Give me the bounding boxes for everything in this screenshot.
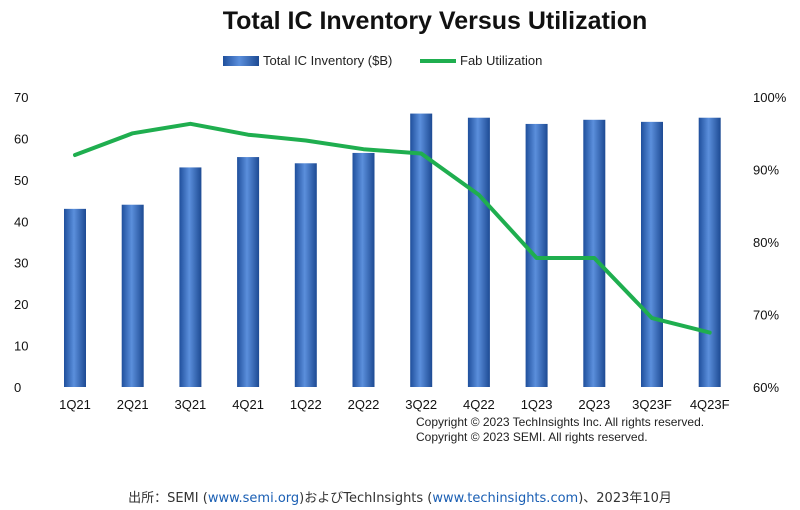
y-left-tick-label: 30 (14, 256, 28, 271)
legend: Total IC Inventory ($B) Fab Utilization (223, 53, 542, 68)
bar (352, 152, 375, 387)
x-tick-label: 2Q22 (348, 397, 380, 412)
x-tick-label: 2Q23 (578, 397, 610, 412)
bar (467, 117, 490, 387)
x-tick-label: 4Q23F (690, 397, 730, 412)
line-series (73, 121, 712, 335)
bar (583, 119, 606, 388)
y-left-tick-label: 60 (14, 131, 28, 146)
x-tick-label: 1Q23 (521, 397, 553, 412)
y-axis-right: 60% 70% 80% 90% 100% (753, 90, 787, 395)
x-tick-label: 3Q22 (405, 397, 437, 412)
copyright-semi: Copyright © 2023 SEMI. All rights reserv… (416, 430, 648, 444)
x-tick-label: 4Q22 (463, 397, 495, 412)
legend-label-inventory: Total IC Inventory ($B) (263, 53, 392, 68)
bar (641, 121, 663, 387)
utilization-line (73, 121, 712, 335)
y-left-tick-label: 20 (14, 297, 28, 312)
copyright-techinsights: Copyright © 2023 TechInsights Inc. All r… (416, 415, 704, 429)
x-tick-label: 1Q21 (59, 397, 91, 412)
y-left-tick-label: 40 (14, 214, 28, 229)
bar (294, 163, 317, 387)
source-prefix: 出所：SEMI ( (128, 491, 208, 506)
y-right-tick-label: 90% (753, 163, 779, 178)
legend-label-utilization: Fab Utilization (460, 53, 542, 68)
x-tick-label: 1Q22 (290, 397, 322, 412)
bar-series (64, 113, 721, 388)
y-right-tick-label: 60% (753, 380, 779, 395)
y-left-tick-label: 50 (14, 173, 28, 188)
x-tick-label: 3Q23F (632, 397, 672, 412)
y-axis-left: 0 10 20 30 40 50 60 70 (14, 90, 28, 395)
bar (64, 208, 86, 387)
bar (410, 113, 433, 388)
techinsights-link[interactable]: www.techinsights.com (432, 491, 579, 506)
source-suffix: )、2023年10月 (578, 491, 672, 506)
bar (179, 167, 202, 387)
bar (121, 204, 144, 387)
x-tick-label: 4Q21 (232, 397, 264, 412)
y-left-tick-label: 10 (14, 339, 28, 354)
x-axis: 1Q21 2Q21 3Q21 4Q21 1Q22 2Q22 3Q22 4Q22 1Q23 2Q23… (59, 397, 730, 412)
semi-link[interactable]: www.semi.org (207, 491, 300, 506)
bar (698, 117, 721, 387)
legend-bar-swatch (223, 56, 259, 66)
y-left-tick-label: 70 (14, 90, 28, 105)
source-caption: 出所：SEMI (www.semi.org)およびTechInsights (w… (0, 487, 800, 506)
x-tick-label: 3Q21 (174, 397, 206, 412)
x-tick-label: 2Q21 (117, 397, 149, 412)
y-right-tick-label: 70% (753, 308, 779, 323)
chart-title: Total IC Inventory Versus Utilization (223, 7, 648, 35)
source-middle: )およびTechInsights ( (299, 491, 433, 506)
y-right-tick-label: 80% (753, 235, 779, 250)
y-left-tick-label: 0 (14, 380, 21, 395)
bar (237, 157, 260, 387)
y-right-tick-label: 100% (753, 90, 787, 105)
